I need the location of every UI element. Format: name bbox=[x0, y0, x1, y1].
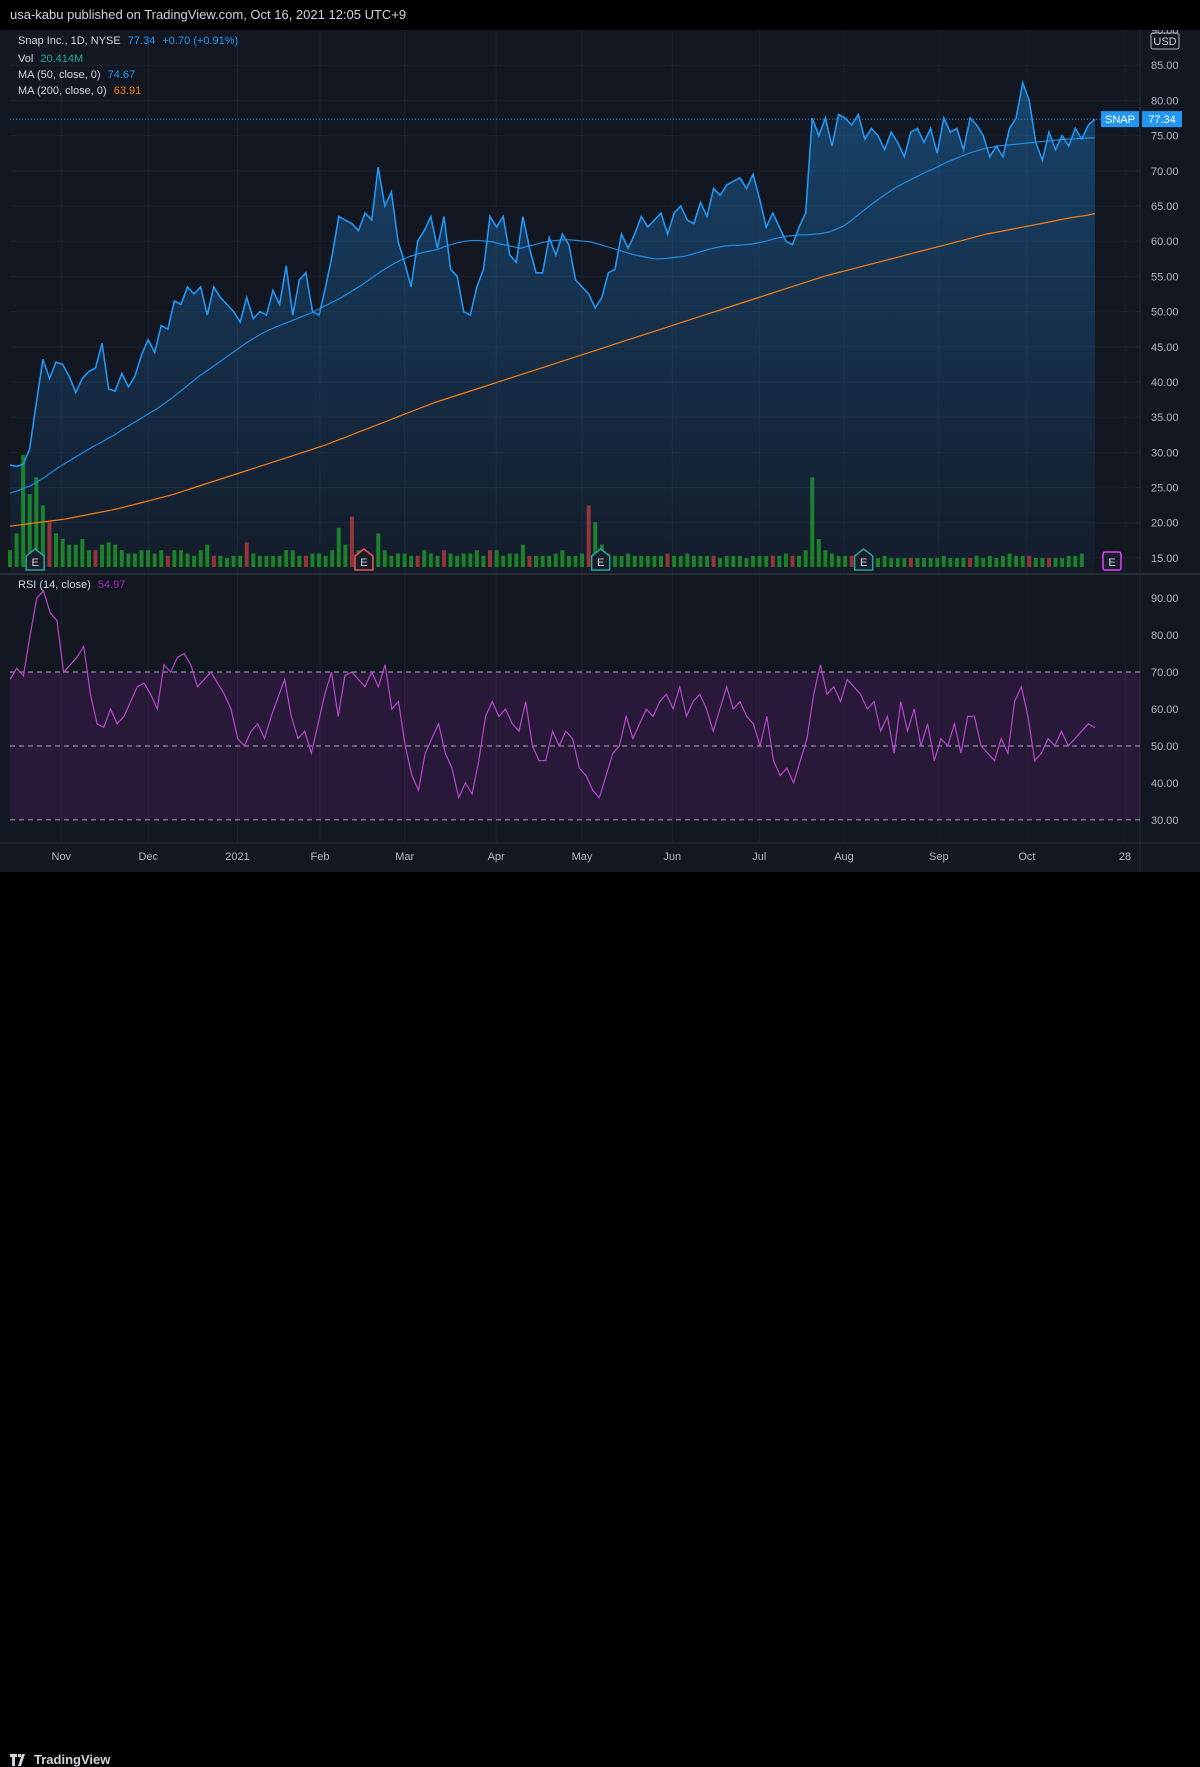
rsi-tick-label: 80.00 bbox=[1151, 630, 1179, 642]
symbol-tag-box bbox=[1101, 111, 1139, 128]
last-price-tag-box bbox=[1142, 111, 1182, 128]
rsi-legend[interactable]: RSI (14, close) 54.97 bbox=[18, 579, 129, 591]
price-tick-label: 75.00 bbox=[1151, 131, 1179, 143]
time-tick-label: Nov bbox=[52, 851, 72, 863]
rsi-line bbox=[9, 589, 1096, 800]
price-tick-label: 60.00 bbox=[1151, 236, 1179, 248]
rsi-band-fill bbox=[10, 672, 1140, 820]
price-line bbox=[9, 79, 1096, 468]
earnings-marker bbox=[590, 548, 611, 571]
earnings-marker bbox=[853, 548, 874, 571]
ma50-value: 74.67 bbox=[107, 69, 136, 81]
time-tick-label: Mar bbox=[395, 851, 414, 863]
price-tick-label: 65.00 bbox=[1151, 201, 1179, 213]
earnings-marker-label: E bbox=[860, 557, 867, 569]
price-tick-label: 45.00 bbox=[1151, 342, 1179, 354]
time-tick-label: 28 bbox=[1119, 851, 1131, 863]
tradingview-icon bbox=[10, 1753, 25, 1766]
price-tick-label: 30.00 bbox=[1151, 447, 1179, 459]
tradingview-logo-text: TradingView bbox=[34, 1752, 111, 1767]
price-tick-label: 20.00 bbox=[1151, 518, 1179, 530]
symbol-tag-label: SNAP bbox=[1105, 114, 1135, 126]
ma50-legend[interactable]: MA (50, close, 0) 74.67 bbox=[18, 69, 139, 81]
symbol-name: Snap Inc., 1D, NYSE bbox=[18, 35, 121, 47]
rsi-tick-label: 30.00 bbox=[1151, 815, 1179, 827]
volume-legend[interactable]: Vol 20.414M bbox=[18, 53, 87, 65]
rsi-tick-label: 50.00 bbox=[1151, 741, 1179, 753]
publisher-text: usa-kabu published on TradingView.com, O… bbox=[10, 7, 407, 22]
time-tick-label: 2021 bbox=[225, 851, 249, 863]
symbol-legend[interactable]: Snap Inc., 1D, NYSE 77.34 +0.70 (+0.91%) bbox=[18, 35, 242, 47]
price-tick-label: 40.00 bbox=[1151, 377, 1179, 389]
currency-box bbox=[1150, 32, 1180, 50]
earnings-marker-label: E bbox=[31, 557, 38, 569]
last-price: 77.34 bbox=[127, 35, 156, 47]
price-tick-label: 35.00 bbox=[1151, 412, 1179, 424]
ma200-label: MA (200, close, 0) bbox=[18, 85, 107, 97]
time-tick-label: Feb bbox=[310, 851, 329, 863]
ma200-line bbox=[9, 213, 1096, 527]
earnings-marker-label: E bbox=[360, 557, 367, 569]
ma200-value: 63.91 bbox=[113, 85, 142, 97]
time-tick-label: Sep bbox=[929, 851, 949, 863]
ma50-line bbox=[9, 137, 1096, 494]
earnings-marker-label: E bbox=[1108, 557, 1115, 569]
price-tick-label: 55.00 bbox=[1151, 271, 1179, 283]
publisher-bar: usa-kabu published on TradingView.com, O… bbox=[0, 0, 1200, 30]
rsi-tick-label: 70.00 bbox=[1151, 667, 1179, 679]
price-tick-label: 80.00 bbox=[1151, 95, 1179, 107]
price-area-fill bbox=[10, 82, 1095, 573]
rsi-value: 54.97 bbox=[97, 579, 126, 591]
rsi-tick-label: 60.00 bbox=[1151, 704, 1179, 716]
ma50-label: MA (50, close, 0) bbox=[18, 69, 101, 81]
time-tick-label: Jul bbox=[752, 851, 766, 863]
time-tick-label: Dec bbox=[138, 851, 158, 863]
price-tick-label: 50.00 bbox=[1151, 307, 1179, 319]
tradingview-logo[interactable]: TradingView bbox=[10, 1752, 110, 1767]
currency-label: USD bbox=[1153, 36, 1176, 48]
price-tick-label: 15.00 bbox=[1151, 553, 1179, 565]
rsi-tick-label: 90.00 bbox=[1151, 593, 1179, 605]
earnings-marker bbox=[354, 548, 374, 571]
time-tick-label: Aug bbox=[834, 851, 854, 863]
rsi-tick-label: 40.00 bbox=[1151, 778, 1179, 790]
last-price-tag-label: 77.34 bbox=[1148, 114, 1176, 126]
earnings-marker bbox=[1102, 551, 1122, 571]
price-chart[interactable]: 15.00 20.00 25.00 30.00 35.00 40.00 45.00 50.00… bbox=[0, 30, 1200, 872]
price-tick-label: 25.00 bbox=[1151, 483, 1179, 495]
rsi-label: RSI (14, close) bbox=[18, 579, 91, 591]
volume-value: 20.414M bbox=[40, 53, 84, 65]
time-tick-label: Apr bbox=[488, 851, 505, 863]
price-tick-label: 70.00 bbox=[1151, 166, 1179, 178]
earnings-marker bbox=[25, 548, 45, 571]
ma200-legend[interactable]: MA (200, close, 0) 63.91 bbox=[18, 85, 145, 97]
time-tick-label: Jun bbox=[663, 851, 681, 863]
price-tick-label: 85.00 bbox=[1151, 60, 1179, 72]
time-tick-label: May bbox=[572, 851, 593, 863]
footer-bar: TradingView bbox=[0, 872, 1200, 1767]
earnings-marker-label: E bbox=[597, 557, 604, 569]
volume-label: Vol bbox=[18, 53, 34, 65]
time-tick-label: Oct bbox=[1018, 851, 1035, 863]
price-change: +0.70 (+0.91%) bbox=[162, 35, 239, 47]
